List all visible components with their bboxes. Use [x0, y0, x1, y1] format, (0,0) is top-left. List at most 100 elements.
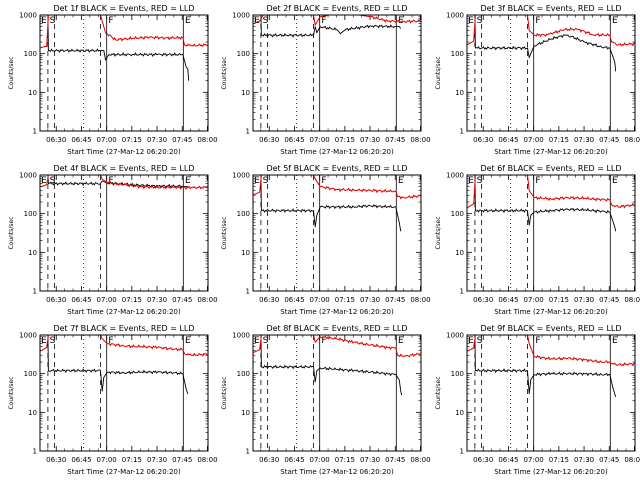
- x-tick-label: 06:30: [46, 296, 66, 304]
- x-tick-label: 07:00: [97, 136, 117, 144]
- x-axis-label: Start Time (27-Mar-12 06:20:20): [280, 468, 394, 476]
- x-tick-label: 06:45: [284, 296, 304, 304]
- x-tick-label: 06:45: [284, 456, 304, 464]
- marker-letter-3: E: [612, 176, 618, 186]
- marker-letter-3: E: [185, 176, 191, 186]
- y-tick-label: 10: [28, 249, 37, 257]
- x-tick-label: 07:30: [574, 136, 594, 144]
- marker-letter-2: F: [108, 176, 113, 186]
- marker-letter-2: F: [535, 336, 540, 346]
- panel-title: Det 4f BLACK = Events, RED = LLD: [53, 164, 194, 173]
- marker-letter-1: S: [50, 16, 56, 26]
- x-axis-label: Start Time (27-Mar-12 06:20:20): [494, 308, 608, 316]
- y-tick-label: 10: [28, 89, 37, 97]
- x-tick-label: 06:45: [71, 456, 91, 464]
- x-tick-label: 07:15: [549, 136, 569, 144]
- marker-letter-0: E: [41, 176, 47, 186]
- y-tick-label: 1000: [19, 12, 37, 20]
- x-tick-label: 08:00: [624, 456, 640, 464]
- plot-frame: [39, 174, 209, 292]
- marker-letter-2: F: [321, 176, 326, 186]
- y-tick-label: 100: [24, 210, 37, 218]
- series-lld-line: [40, 15, 208, 49]
- x-tick-label: 07:45: [599, 136, 619, 144]
- y-tick-label: 1000: [19, 332, 37, 340]
- x-tick-label: 06:45: [498, 296, 518, 304]
- panel-title: Det 3f BLACK = Events, RED = LLD: [480, 4, 621, 13]
- marker-letter-0: E: [468, 336, 474, 346]
- y-tick-label: 1: [246, 288, 250, 296]
- x-tick-label: 07:45: [172, 136, 192, 144]
- marker-letter-2: F: [321, 16, 326, 26]
- series-events-line: [467, 175, 617, 232]
- y-tick-label: 100: [451, 210, 464, 218]
- series-lld-line: [40, 335, 208, 357]
- x-tick-label: 07:15: [335, 296, 355, 304]
- marker-letter-0: E: [254, 336, 260, 346]
- x-tick-label: 06:45: [498, 456, 518, 464]
- marker-letter-3: E: [398, 336, 404, 346]
- x-tick-label: 07:00: [310, 456, 330, 464]
- y-tick-label: 100: [451, 370, 464, 378]
- marker-letter-3: E: [398, 176, 404, 186]
- panel-title: Det 5f BLACK = Events, RED = LLD: [266, 164, 407, 173]
- x-tick-label: 06:30: [46, 136, 66, 144]
- y-axis-label: Counts/sec: [8, 376, 15, 409]
- x-tick-label: 07:45: [172, 456, 192, 464]
- y-tick-label: 10: [241, 89, 250, 97]
- x-tick-label: 08:00: [410, 296, 430, 304]
- panel-title: Det 6f BLACK = Events, RED = LLD: [480, 164, 621, 173]
- plot-frame: [466, 14, 636, 132]
- x-tick-label: 07:30: [360, 136, 380, 144]
- marker-letter-1: S: [477, 176, 483, 186]
- series-events-line: [253, 15, 402, 38]
- panel-det-5: Det 5f BLACK = Events, RED = LLD Counts/s…: [221, 164, 431, 316]
- y-tick-label: 10: [241, 249, 250, 257]
- plot-frame: [39, 14, 209, 132]
- series-events-line: [253, 335, 403, 396]
- x-tick-label: 07:15: [122, 136, 142, 144]
- series-events-line: [467, 15, 617, 72]
- y-tick-label: 1: [246, 448, 250, 456]
- panel-det-4: Det 4f BLACK = Events, RED = LLD Counts/s…: [8, 164, 218, 316]
- y-tick-label: 100: [24, 370, 37, 378]
- y-tick-label: 1: [33, 448, 37, 456]
- y-axis-label: Counts/sec: [8, 56, 15, 89]
- y-tick-label: 10: [455, 249, 464, 257]
- x-tick-label: 08:00: [624, 296, 640, 304]
- plot-frame: [466, 174, 636, 292]
- y-tick-label: 1000: [446, 332, 464, 340]
- x-tick-label: 07:00: [97, 296, 117, 304]
- marker-letter-0: E: [468, 16, 474, 26]
- panel-det-9: Det 9f BLACK = Events, RED = LLD Counts/s…: [435, 324, 640, 476]
- y-tick-label: 1000: [19, 172, 37, 180]
- panel-det-1: Det 1f BLACK = Events, RED = LLD Counts/s…: [8, 4, 218, 156]
- marker-letter-2: F: [535, 176, 540, 186]
- series-lld-line: [253, 335, 421, 358]
- x-tick-label: 07:15: [335, 136, 355, 144]
- y-tick-label: 1: [460, 128, 464, 136]
- marker-letter-3: E: [612, 16, 618, 26]
- y-axis-label: Counts/sec: [435, 376, 442, 409]
- plot-frame: [466, 334, 636, 452]
- y-tick-label: 10: [241, 409, 250, 417]
- y-tick-label: 1000: [232, 12, 250, 20]
- x-tick-label: 07:30: [147, 296, 167, 304]
- x-tick-label: 06:30: [473, 456, 493, 464]
- series-events-line: [40, 15, 190, 81]
- y-axis-label: Counts/sec: [435, 56, 442, 89]
- marker-letter-3: E: [612, 336, 618, 346]
- x-tick-label: 08:00: [197, 296, 217, 304]
- x-tick-label: 08:00: [410, 456, 430, 464]
- x-tick-label: 07:15: [122, 456, 142, 464]
- panel-det-2: Det 2f BLACK = Events, RED = LLD Counts/s…: [221, 4, 431, 156]
- x-tick-label: 06:45: [498, 136, 518, 144]
- x-tick-label: 08:00: [624, 136, 640, 144]
- y-tick-label: 1: [460, 448, 464, 456]
- y-tick-label: 10: [455, 89, 464, 97]
- x-tick-label: 07:30: [147, 456, 167, 464]
- y-axis-label: Counts/sec: [221, 376, 228, 409]
- y-tick-label: 100: [451, 50, 464, 58]
- x-tick-label: 06:30: [473, 136, 493, 144]
- series-events-line: [467, 335, 617, 398]
